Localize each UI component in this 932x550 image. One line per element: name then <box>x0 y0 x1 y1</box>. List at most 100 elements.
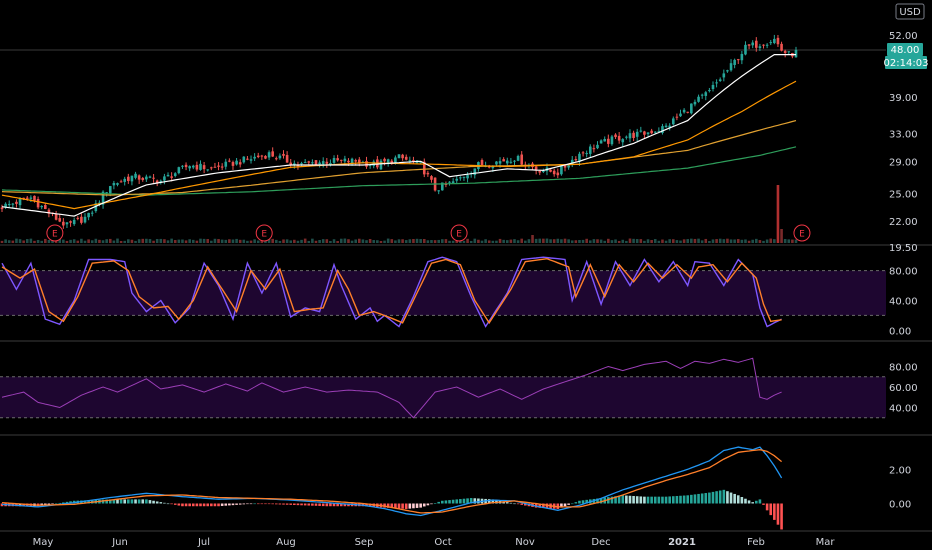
volume-bar <box>401 239 404 243</box>
macd-hist-bar <box>610 496 614 504</box>
macd-hist-bar <box>195 503 199 507</box>
earnings-marker[interactable]: E <box>46 224 64 242</box>
x-tick-label: Aug <box>276 537 296 548</box>
candle-body <box>350 158 354 164</box>
earnings-marker[interactable]: E <box>450 224 468 242</box>
volume-bar <box>545 238 549 243</box>
volume-bar <box>72 239 76 243</box>
macd-hist-bar <box>747 500 751 504</box>
volume-bar <box>635 239 639 243</box>
volume-bar <box>119 240 123 243</box>
volume-bar <box>603 240 607 243</box>
candle-body <box>563 165 567 168</box>
currency-selector[interactable]: USD <box>895 3 925 20</box>
volume-bar <box>253 239 256 243</box>
macd-hist-bar <box>679 495 682 504</box>
candle-body <box>668 125 671 128</box>
volume-bar <box>578 240 581 243</box>
candle-body <box>437 190 440 192</box>
macd-hist-bar <box>751 502 754 504</box>
volume-bar <box>29 238 33 243</box>
candle-body <box>744 44 747 55</box>
macd-hist-bar <box>231 503 235 506</box>
volume-bar <box>321 239 325 243</box>
earnings-circle[interactable] <box>793 224 811 242</box>
volume-bar <box>264 240 267 243</box>
candle-body <box>498 161 502 164</box>
macd-hist-bar <box>148 500 152 504</box>
macd-hist-bar <box>607 497 610 504</box>
x-tick-label: May <box>33 537 54 548</box>
macd-hist-bar <box>228 503 231 506</box>
currency-box[interactable] <box>895 3 925 20</box>
volume-bar <box>661 239 664 243</box>
macd-hist-bar <box>729 492 733 504</box>
macd-hist-bar <box>303 503 307 506</box>
volume-bar <box>228 239 231 243</box>
volume-bar <box>343 238 347 243</box>
macd-histogram <box>0 489 783 530</box>
macd-hist-bar <box>18 503 22 507</box>
macd-hist-bar <box>516 503 520 505</box>
rsi-tick-label: 80.00 <box>889 362 918 373</box>
countdown-text: 02:14:03 <box>884 58 929 69</box>
volume-bar <box>560 239 563 243</box>
volume-bar <box>300 239 303 243</box>
candle-body <box>632 132 635 138</box>
candle-body <box>560 165 563 175</box>
volume-bar <box>36 239 40 243</box>
macd-hist-bar <box>426 503 430 506</box>
volume-bar <box>549 239 552 243</box>
ma-fast-line <box>1 53 796 217</box>
macd-hist-bar <box>718 490 722 504</box>
macd-hist-bar <box>386 503 390 508</box>
macd-hist-bar <box>141 499 145 504</box>
volume-bar <box>170 238 173 243</box>
volume-bar <box>426 240 430 243</box>
macd-hist-bar <box>271 503 274 505</box>
macd-hist-bar <box>653 496 657 504</box>
candle-body <box>314 160 318 166</box>
volume-bar <box>0 240 4 243</box>
volume-bar <box>487 240 491 243</box>
candle-body <box>401 154 404 159</box>
macd-hist-bar <box>560 503 563 508</box>
earnings-circle[interactable] <box>46 224 64 242</box>
macd-hist-bar <box>22 503 25 507</box>
candle-body <box>235 160 238 165</box>
earnings-marker[interactable]: E <box>793 224 811 242</box>
volume-bar <box>704 238 708 243</box>
macd-hist-bar <box>505 502 509 504</box>
macd-hist-bar <box>487 499 491 504</box>
candle-body <box>466 175 469 179</box>
volume-bar <box>596 239 599 243</box>
earnings-marker[interactable]: E <box>255 224 273 242</box>
volume-bar <box>213 238 217 243</box>
volume-bar <box>621 239 625 243</box>
macd-hist-bar <box>51 503 54 505</box>
candle-body <box>682 109 686 113</box>
macd-hist-bar <box>513 503 516 505</box>
macd-hist-bar <box>473 498 477 504</box>
candle-body <box>224 161 228 167</box>
candle-body <box>231 162 235 166</box>
candle-body <box>347 160 350 163</box>
x-tick-label: Nov <box>515 537 535 548</box>
volume-bar <box>625 240 628 243</box>
macd-hist-bar <box>635 496 639 504</box>
candle-body <box>264 155 267 159</box>
macd-hist-bar <box>69 501 72 504</box>
earnings-circle[interactable] <box>450 224 468 242</box>
macd-hist-bar <box>574 502 578 504</box>
right-axis: 19.50 22.00 25.00 29.00 33.00 39.00 52.00 0.00 4… <box>889 31 918 511</box>
macd-hist-bar <box>664 496 668 504</box>
macd-hist-bar <box>101 499 105 504</box>
volume-bar <box>354 239 357 243</box>
volume-bar <box>224 239 228 243</box>
volume-bar <box>607 238 610 243</box>
macd-hist-bar <box>462 498 466 504</box>
macd-hist-bar <box>321 503 325 507</box>
earnings-circle[interactable] <box>255 224 273 242</box>
volume-bar <box>285 239 289 243</box>
